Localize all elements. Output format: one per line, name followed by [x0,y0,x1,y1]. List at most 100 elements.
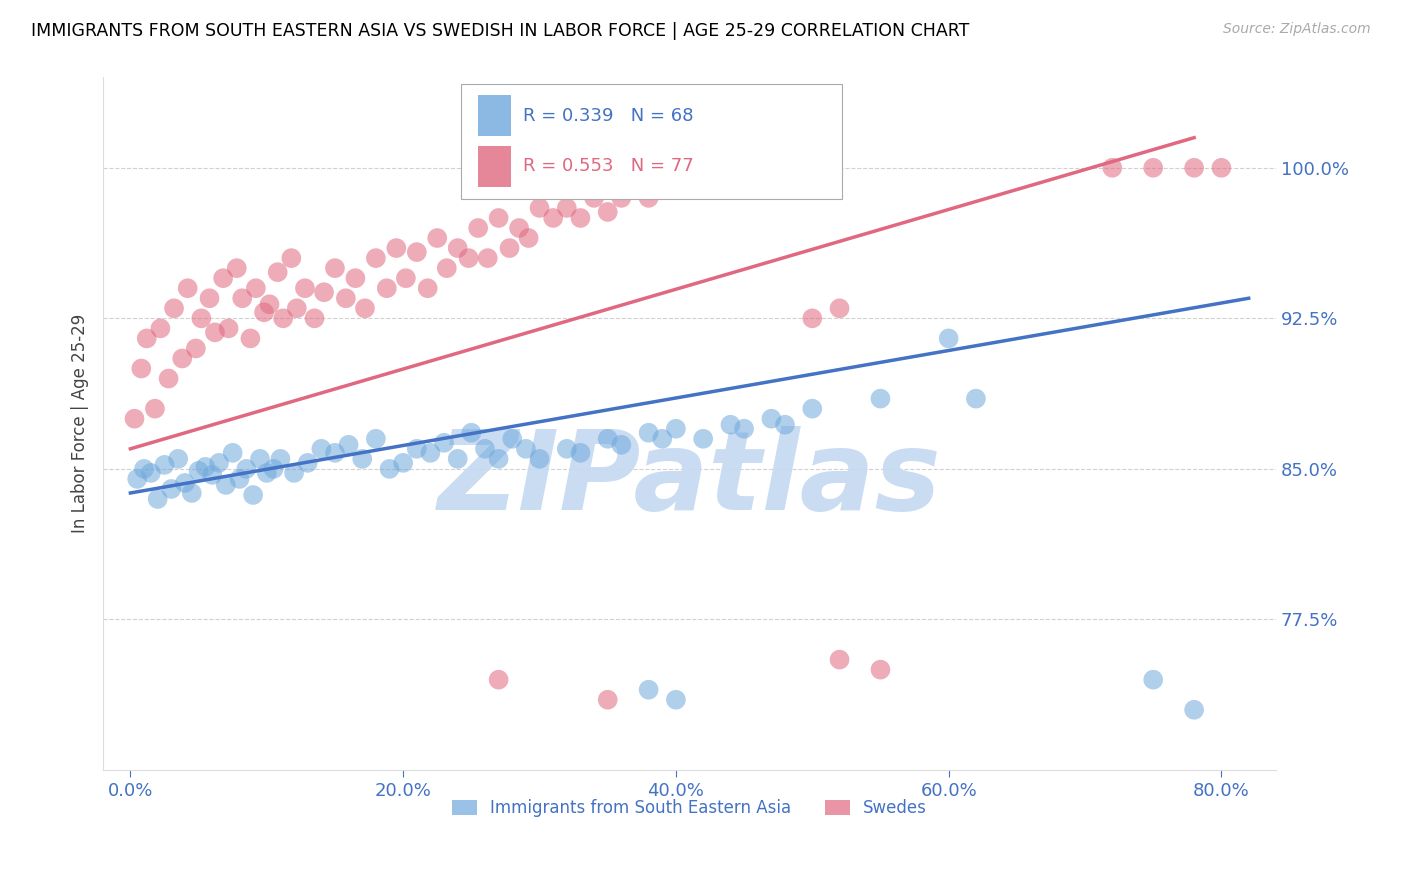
Point [477,251,499,265]
Point [294,281,316,295]
Point [651,432,673,446]
Point [692,170,714,185]
Point [242,488,264,502]
Point [610,438,633,452]
Point [204,326,226,340]
Y-axis label: In Labor Force | Age 25-29: In Labor Force | Age 25-29 [72,314,89,533]
Point [869,392,891,406]
Point [651,181,673,195]
Point [344,271,367,285]
Point [773,417,796,432]
Point [364,251,387,265]
Point [378,462,401,476]
Point [160,482,183,496]
Point [253,305,276,319]
Point [467,221,489,235]
Point [269,451,291,466]
Point [555,201,578,215]
Point [143,401,166,416]
Point [208,456,231,470]
Point [245,281,267,295]
Point [127,472,149,486]
Point [312,285,335,300]
Point [733,161,755,175]
Point [419,446,441,460]
Point [249,451,271,466]
Point [665,170,688,185]
Point [405,442,427,456]
Point [354,301,377,316]
Point [271,311,294,326]
Point [139,466,162,480]
Point [637,425,659,440]
Point [828,652,851,666]
Point [335,291,357,305]
FancyBboxPatch shape [461,85,842,199]
Point [720,161,742,175]
Point [665,692,688,706]
Point [828,301,851,316]
Point [132,462,155,476]
Point [392,456,415,470]
Point [569,446,592,460]
Point [157,371,180,385]
Point [180,486,202,500]
Point [231,291,253,305]
Point [235,462,257,476]
Point [433,435,456,450]
Point [297,456,319,470]
Bar [478,145,512,186]
Point [706,161,728,175]
Point [311,442,333,456]
Point [215,478,238,492]
Point [447,451,470,466]
Point [176,281,198,295]
Point [508,221,530,235]
Text: ZIPatlas: ZIPatlas [437,425,942,533]
Point [385,241,408,255]
Point [364,432,387,446]
Point [965,392,987,406]
Point [146,491,169,506]
Point [436,261,458,276]
Point [167,451,190,466]
Point [218,321,240,335]
Point [212,271,235,285]
Point [801,311,824,326]
Point [172,351,194,366]
Bar [478,95,512,136]
Point [263,462,285,476]
Text: R = 0.339   N = 68: R = 0.339 N = 68 [523,107,693,125]
Point [221,446,243,460]
Point [761,411,783,425]
Point [555,442,578,456]
Point [596,692,619,706]
Point [1101,161,1123,175]
Point [416,281,439,295]
Point [488,673,510,687]
Point [323,446,346,460]
Point [665,422,688,436]
Point [583,191,606,205]
Point [517,231,540,245]
Point [194,459,217,474]
Point [1182,161,1205,175]
Point [149,321,172,335]
Point [280,251,302,265]
Point [304,311,326,326]
Point [596,432,619,446]
Text: Source: ZipAtlas.com: Source: ZipAtlas.com [1223,22,1371,37]
Point [720,417,742,432]
Point [190,311,212,326]
Point [869,663,891,677]
Point [1142,673,1164,687]
Point [529,201,551,215]
Point [637,682,659,697]
Point [637,191,659,205]
Point [541,211,564,225]
Point [259,297,281,311]
Point [228,472,250,486]
Point [457,251,479,265]
Point [395,271,418,285]
Point [337,438,360,452]
